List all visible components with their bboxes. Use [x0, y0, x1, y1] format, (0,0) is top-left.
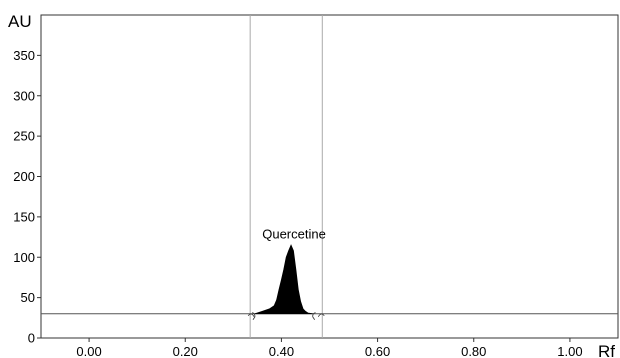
plot-frame: [40, 14, 619, 339]
peak-bound-mark: [251, 312, 256, 320]
limit-bound-mark: [247, 313, 255, 317]
limit-bound-mark: [317, 313, 325, 317]
y-tick-label: 200: [13, 169, 35, 184]
y-tick-label: 300: [13, 88, 35, 103]
y-tick-label: 150: [13, 209, 35, 224]
integration-limits: [249, 15, 323, 338]
peak-marks: [247, 244, 325, 320]
y-tick-label: 350: [13, 48, 35, 63]
y-tick-label: 100: [13, 250, 35, 265]
x-tick-label: 0.00: [76, 344, 101, 358]
x-axis-label: Rf: [598, 342, 615, 358]
y-tick-label: 50: [21, 290, 35, 305]
y-tick-label: 0: [28, 331, 35, 346]
x-tick-label: 0.40: [269, 344, 294, 358]
y-axis: 0 50 100 150 200 250 300 350: [13, 48, 41, 346]
x-tick-label: 0.80: [461, 344, 486, 358]
x-tick-label: 0.20: [173, 344, 198, 358]
x-tick-label: 0.60: [365, 344, 390, 358]
peak-bound-mark: [312, 312, 316, 320]
x-tick-label: 1.00: [557, 344, 582, 358]
peak-label-quercetine: Quercetine: [262, 226, 326, 241]
peak-area: [254, 244, 313, 315]
y-axis-label: AU: [8, 12, 32, 31]
y-tick-label: 250: [13, 129, 35, 144]
x-axis: 0.00 0.20 0.40 0.60 0.80 1.00: [76, 338, 583, 358]
